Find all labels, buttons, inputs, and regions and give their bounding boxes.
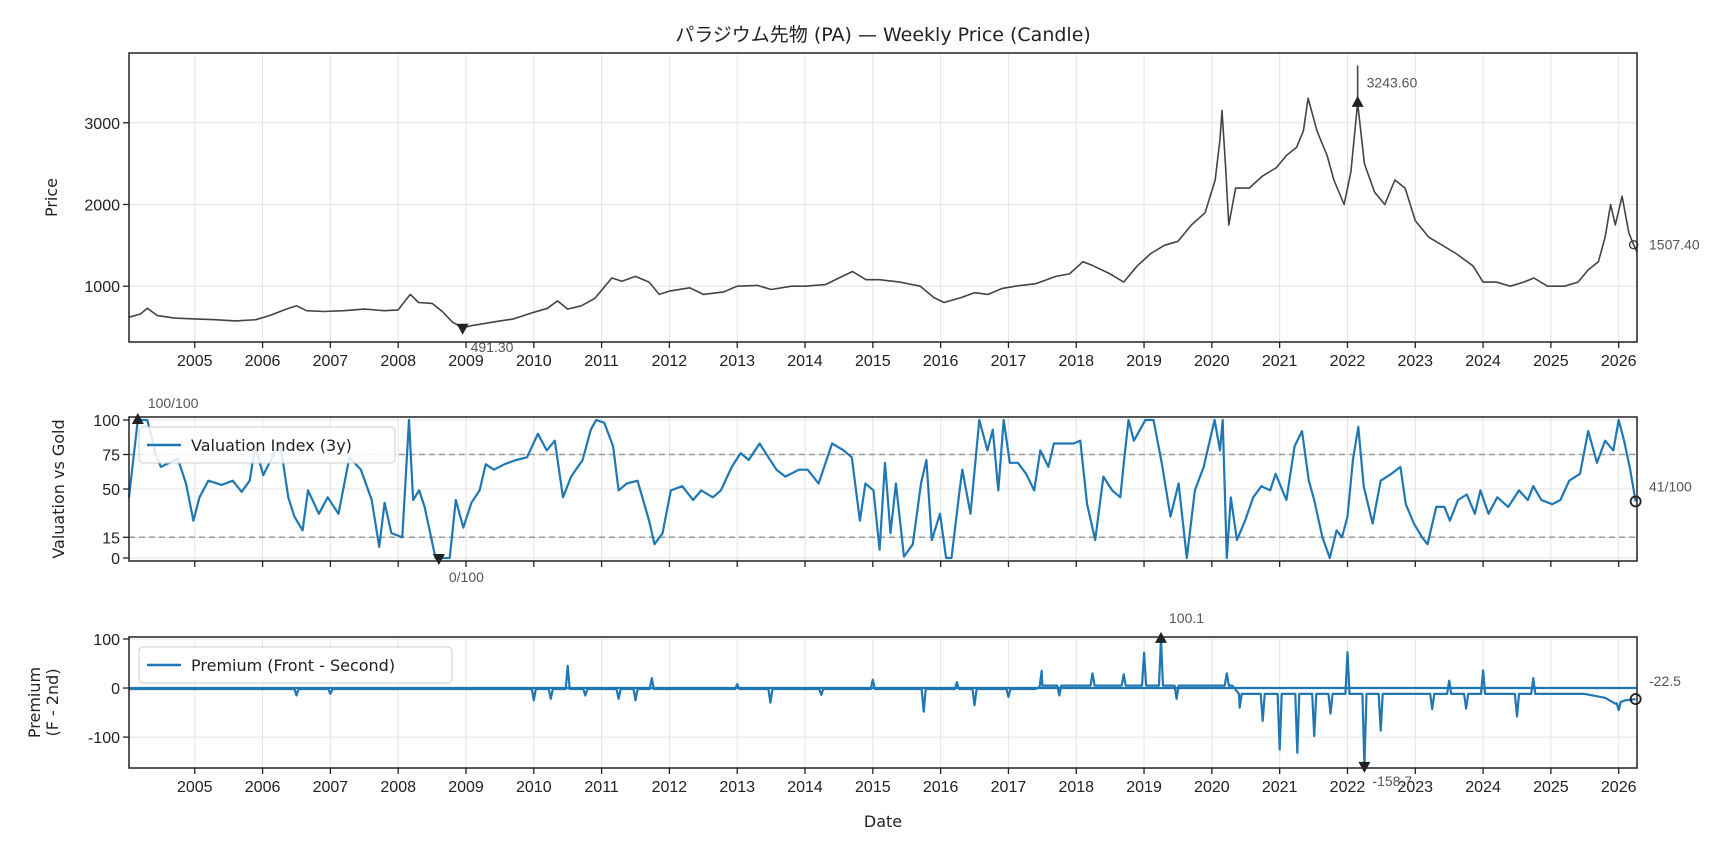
x-tick-label: 2010: [516, 779, 552, 796]
max-marker: [131, 413, 144, 425]
min-label: 0/100: [449, 569, 484, 585]
last-value-label: -22.5: [1649, 673, 1681, 689]
y-axis-label: Price: [42, 178, 61, 217]
x-tick-label: 2025: [1533, 779, 1569, 796]
x-tick-label: 2005: [177, 353, 213, 370]
max-marker: [1351, 95, 1364, 107]
plot-border: [128, 416, 1638, 562]
x-tick-label: 2021: [1262, 353, 1298, 370]
y-axis-label-line2: (F - 2nd): [43, 668, 62, 736]
x-tick-label: 2021: [1262, 779, 1298, 796]
legend-label: Valuation Index (3y): [191, 436, 352, 455]
min-label: 491.30: [471, 339, 514, 355]
last-price-label: 1507.40: [1649, 237, 1700, 253]
y-tick-label: 3000: [84, 116, 120, 133]
max-label: 100.1: [1169, 610, 1204, 626]
x-tick-label: 2020: [1194, 353, 1230, 370]
max-label: 100/100: [148, 395, 199, 411]
x-tick-label: 2026: [1601, 779, 1637, 796]
last-value-marker: [1629, 693, 1642, 705]
x-tick-label: 2024: [1465, 353, 1501, 370]
plot-border: [128, 636, 1638, 769]
x-tick-label: 2005: [177, 779, 213, 796]
y-axis-label: Valuation vs Gold: [49, 419, 68, 558]
x-tick-label: 2008: [380, 779, 416, 796]
x-tick-label: 2010: [516, 353, 552, 370]
x-tick-label: 2012: [652, 779, 688, 796]
max-label: 3243.60: [1367, 75, 1418, 91]
x-tick-label: 2013: [719, 779, 755, 796]
x-tick-label: 2022: [1330, 779, 1366, 796]
x-tick-label: 2007: [313, 779, 349, 796]
y-tick-label: 75: [102, 448, 120, 465]
y-tick-label: 0: [111, 681, 120, 698]
x-tick-label: 2014: [787, 779, 823, 796]
x-tick-label: 2024: [1465, 779, 1501, 796]
legend-label: Premium (Front - Second): [191, 656, 395, 675]
x-tick-label: 2016: [923, 779, 959, 796]
premium-panel: 2005 2006 2007 2008 2009 2010 2011 2012 2013 2014…: [25, 610, 1681, 831]
x-tick-label: 2023: [1397, 353, 1433, 370]
x-tick-label: 2025: [1533, 353, 1569, 370]
x-tick-label: 2008: [380, 353, 416, 370]
y-tick-label: 0: [111, 551, 120, 568]
x-tick-label: 2011: [584, 353, 619, 370]
min-marker: [432, 553, 445, 565]
price-panel: 2005 2006 2007 2008 2009 2010 2011 2012 2013 2014…: [42, 52, 1700, 370]
legend-box: [138, 646, 453, 684]
x-tick-label: 2007: [313, 353, 349, 370]
x-tick-label: 2019: [1126, 779, 1162, 796]
price-series: [128, 97, 1638, 329]
valuation-panel: 0 15 50 75 100 100/100 0/100 41/100 Valuation In…: [49, 395, 1692, 585]
y-tick-label: 50: [102, 482, 120, 499]
x-tick-label: 2009: [448, 353, 484, 370]
x-tick-label: 2022: [1330, 353, 1366, 370]
plot-border: [128, 52, 1638, 343]
x-tick-label: 2012: [652, 353, 688, 370]
x-tick-label: 2006: [245, 779, 281, 796]
min-label: -158.7: [1372, 773, 1412, 789]
x-tick-label: 2026: [1601, 353, 1637, 370]
x-tick-label: 2015: [855, 779, 891, 796]
last-value-marker: [1629, 495, 1642, 508]
x-tick-label: 2018: [1058, 353, 1094, 370]
x-tick-label: 2017: [991, 779, 1027, 796]
y-tick-label: 1000: [84, 279, 120, 296]
x-tick-label: 2018: [1058, 779, 1094, 796]
x-axis-label: Date: [864, 812, 902, 831]
y-tick-label: 100: [93, 413, 120, 430]
x-tick-label: 2019: [1126, 353, 1162, 370]
y-tick-label: 2000: [84, 197, 120, 214]
x-tick-label: 2023: [1397, 779, 1433, 796]
y-tick-label: 15: [102, 530, 120, 547]
valuation-series: [127, 418, 1637, 560]
y-axis-label-line1: Premium: [25, 667, 44, 738]
x-tick-label: 2015: [855, 353, 891, 370]
x-tick-label: 2016: [923, 353, 959, 370]
x-tick-label: 2017: [991, 353, 1027, 370]
min-marker: [456, 323, 469, 335]
x-tick-label: 2020: [1194, 779, 1230, 796]
x-tick-label: 2006: [245, 353, 281, 370]
x-tick-label: 2013: [719, 353, 755, 370]
x-tick-label: 2011: [584, 779, 619, 796]
x-tick-label: 2009: [448, 779, 484, 796]
chart-title: パラジウム先物 (PA) — Weekly Price (Candle): [675, 24, 1091, 46]
last-value-label: 41/100: [1649, 478, 1692, 494]
y-tick-label: -100: [88, 730, 120, 747]
y-tick-label: 100: [93, 632, 120, 649]
legend-box: [138, 426, 396, 464]
x-tick-label: 2014: [787, 353, 823, 370]
